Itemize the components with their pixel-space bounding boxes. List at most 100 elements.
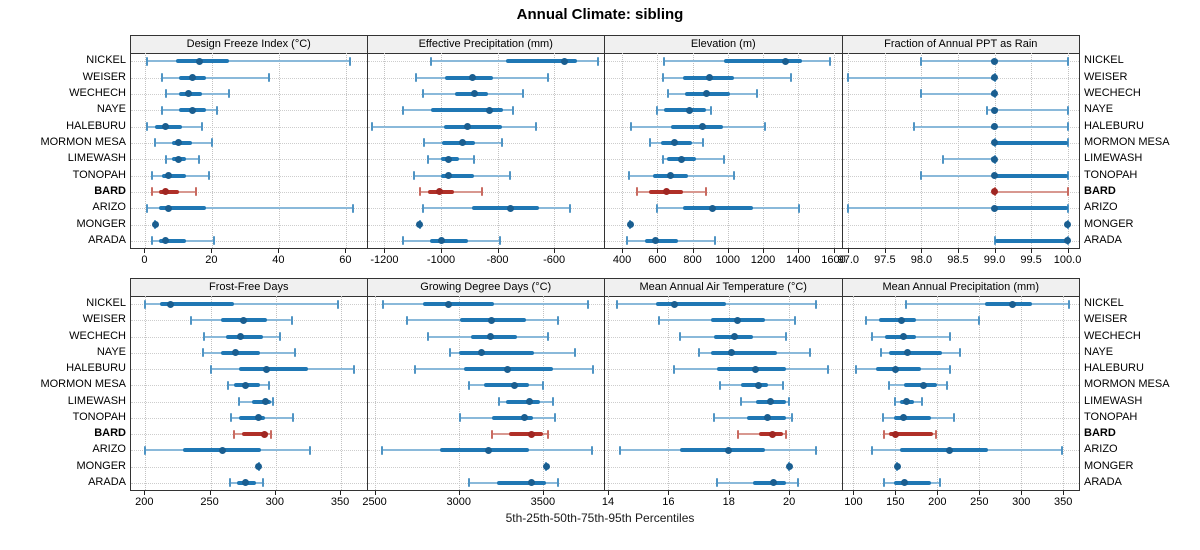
quantile-whisker-cap	[509, 171, 512, 180]
quantile-range-line	[943, 158, 995, 161]
quantile-whisker-cap	[881, 413, 884, 423]
quantile-whisker-cap	[308, 445, 311, 455]
median-dot	[900, 333, 908, 341]
interquartile-bar	[878, 318, 917, 323]
axis-tick-label: 300	[265, 496, 285, 508]
site-label-haleburu: HALEBURU	[1084, 362, 1144, 375]
site-label-arada: ARADA	[88, 233, 126, 246]
interquartile-bar	[221, 350, 261, 355]
axis-tick-label: -1000	[426, 254, 456, 266]
quantile-whisker-cap	[194, 187, 197, 197]
median-dot	[151, 221, 159, 228]
grid-line-vertical	[622, 53, 624, 248]
median-dot	[458, 139, 466, 147]
grid-line-vertical	[279, 53, 281, 248]
site-label-naye: NAYE	[1084, 103, 1114, 116]
quantile-whisker-cap	[164, 89, 167, 99]
quantile-whisker-cap	[381, 299, 384, 309]
median-dot	[437, 237, 445, 245]
quantile-whisker-cap	[629, 122, 632, 131]
median-dot	[162, 188, 169, 196]
median-dot	[195, 57, 203, 65]
grid-line-vertical	[853, 296, 855, 490]
quantile-whisker-cap	[413, 364, 416, 374]
median-dot	[188, 74, 196, 81]
quantile-whisker-cap	[541, 380, 544, 390]
median-dot	[166, 300, 174, 308]
interquartile-bar	[458, 350, 535, 355]
median-dot	[734, 316, 742, 324]
median-dot	[231, 349, 239, 357]
grid-line-vertical	[957, 53, 959, 248]
grid-line-vertical	[848, 53, 850, 248]
quantile-whisker-cap	[490, 429, 493, 439]
quantile-whisker-cap	[935, 429, 938, 439]
axis-tick	[144, 491, 146, 495]
axis-tick	[668, 491, 670, 495]
site-label-bard: BARD	[94, 427, 126, 440]
median-dot	[764, 414, 772, 422]
grid-line-horizontal	[842, 417, 1079, 419]
interquartile-bar	[889, 432, 934, 437]
interquartile-bar	[671, 124, 724, 129]
axis-tick	[884, 249, 886, 253]
median-dot	[755, 381, 763, 389]
quantile-whisker-cap	[144, 445, 147, 455]
site-label-arizo: ARIZO	[92, 201, 126, 214]
quantile-whisker-cap	[226, 380, 229, 390]
axis-tick	[554, 249, 556, 253]
grid-line-horizontal	[842, 466, 1079, 468]
site-label-tonopah: TONOPAH	[1084, 168, 1138, 181]
median-dot	[527, 479, 535, 487]
quantile-whisker-cap	[704, 187, 707, 197]
quantile-whisker-cap	[942, 154, 945, 164]
quantile-whisker-cap	[551, 397, 554, 407]
plot-area	[131, 296, 367, 490]
quantile-whisker-cap	[798, 203, 801, 213]
interquartile-bar	[443, 124, 502, 129]
axis-tick-label: 97.0	[837, 254, 860, 266]
interquartile-bar	[158, 238, 186, 243]
site-label-arizo: ARIZO	[92, 443, 126, 456]
axis-tick-label: 350	[1054, 496, 1073, 508]
quantile-whisker-cap	[736, 429, 739, 439]
quantile-whisker-cap	[370, 122, 373, 131]
axis-tick-label: 40	[272, 254, 285, 266]
median-dot	[901, 479, 909, 487]
median-dot	[477, 349, 485, 357]
axis-tick	[937, 491, 939, 495]
quantile-whisker-cap	[854, 364, 857, 374]
median-dot	[444, 155, 452, 163]
axis-tick	[497, 249, 499, 253]
median-dot	[770, 479, 778, 487]
quantile-whisker-cap	[290, 315, 293, 325]
quantile-whisker-cap	[590, 445, 593, 455]
axis-tick-label: 16	[662, 496, 675, 508]
axis-tick-label: 800	[683, 254, 702, 266]
quantile-whisker-cap	[913, 122, 916, 131]
axis-tick-label: 98.5	[947, 254, 969, 266]
median-dot	[891, 430, 899, 438]
median-dot	[670, 300, 678, 308]
median-dot	[242, 381, 250, 389]
quantile-whisker-cap	[268, 73, 271, 82]
quantile-whisker-cap	[828, 56, 831, 66]
quantile-whisker-cap	[596, 56, 599, 66]
axis-tick	[957, 249, 959, 253]
axis-tick	[441, 249, 442, 253]
grid-line-horizontal	[842, 482, 1079, 484]
median-dot	[671, 139, 679, 147]
grid-line-horizontal	[605, 224, 842, 226]
grid-line-horizontal	[367, 191, 604, 193]
interquartile-bar	[994, 173, 1068, 178]
quantile-whisker-cap	[732, 171, 735, 180]
axis-tick	[144, 249, 146, 253]
grid-line-horizontal	[131, 93, 367, 95]
median-dot	[946, 446, 954, 454]
grid-line-vertical	[833, 53, 835, 248]
grid-line-vertical	[937, 296, 939, 490]
axis-tick	[798, 249, 800, 253]
plot-area	[605, 296, 842, 490]
site-label-haleburu: HALEBURU	[66, 119, 126, 132]
